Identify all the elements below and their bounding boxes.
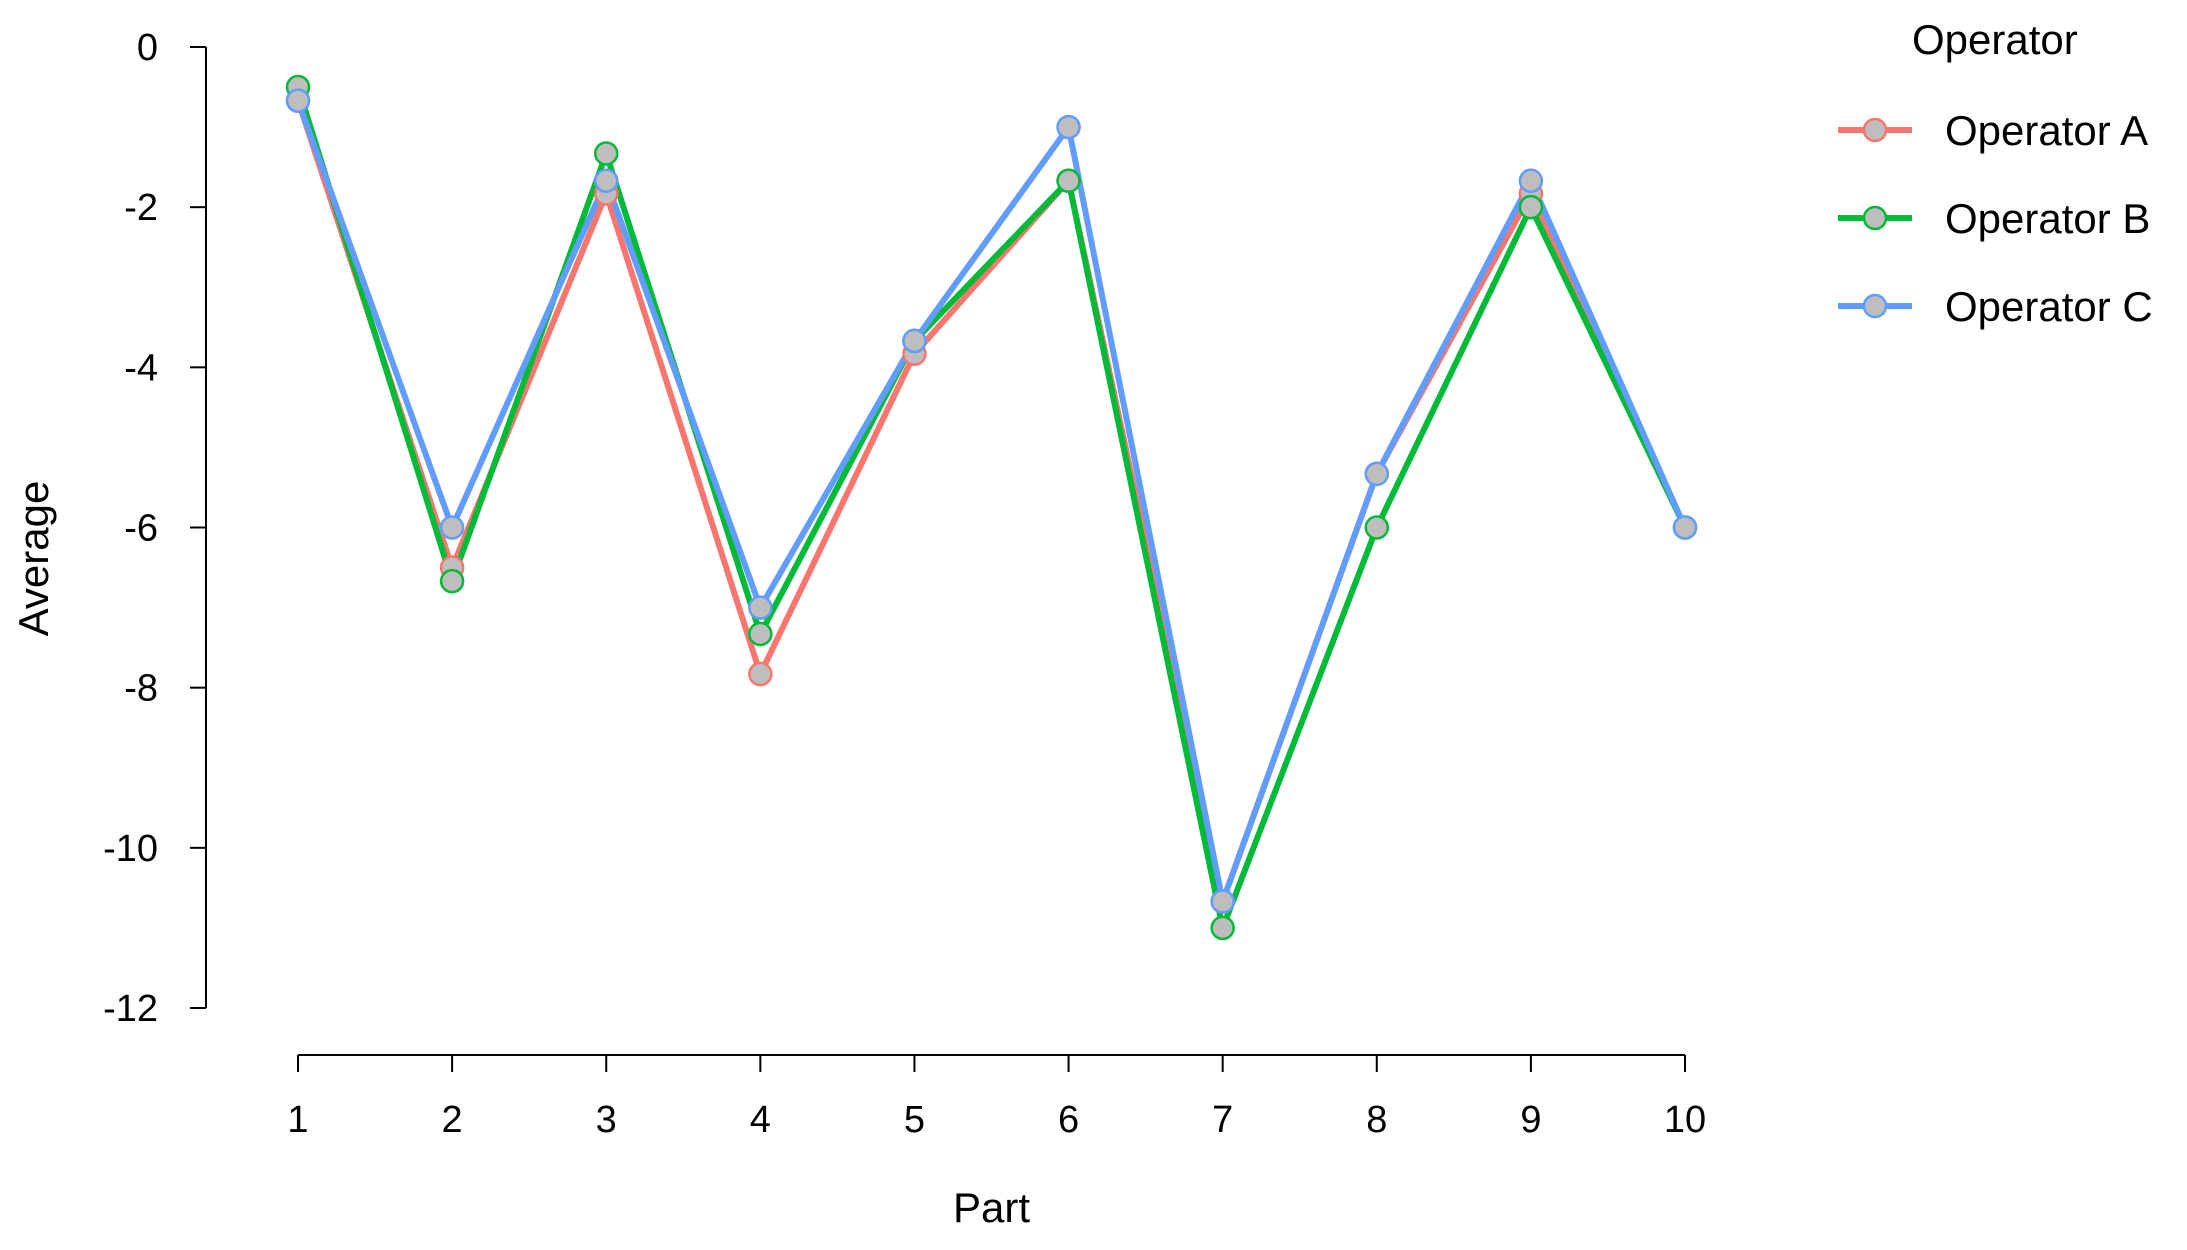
y-tick-label: -2 [124, 187, 158, 229]
x-tick-label: 9 [1520, 1099, 1541, 1141]
legend-item: Operator B [1838, 195, 2150, 242]
legend-label: Operator C [1945, 283, 2153, 330]
series-line [295, 99, 1688, 905]
y-tick-label: -4 [124, 347, 158, 389]
y-axis-title: Average [10, 481, 57, 637]
x-tick-label: 6 [1058, 1099, 1079, 1141]
y-tick-label: -10 [103, 828, 158, 870]
y-tick-label: -8 [124, 668, 158, 710]
series-markers [285, 74, 1698, 941]
data-point [593, 168, 619, 193]
series-markers [285, 88, 1698, 914]
data-point [1518, 194, 1544, 220]
x-tick-label: 8 [1366, 1099, 1387, 1141]
series-markers [285, 88, 1698, 914]
data-point [748, 621, 773, 647]
data-point [1364, 461, 1390, 487]
data-point [1210, 915, 1235, 941]
legend: Operator Operator A Operator B Operator C [1838, 16, 2153, 330]
x-tick-label: 7 [1212, 1099, 1233, 1141]
legend-title: Operator [1912, 16, 2078, 63]
data-point [748, 595, 773, 620]
legend-item: Operator C [1838, 283, 2153, 330]
legend-label: Operator A [1945, 107, 2148, 154]
data-point [902, 328, 927, 354]
x-tick-label: 2 [442, 1099, 463, 1141]
legend-item: Operator A [1838, 107, 2148, 154]
legend-swatch-marker [1862, 117, 1888, 143]
x-tick-label: 10 [1664, 1099, 1706, 1141]
data-point [1210, 889, 1235, 914]
y-tick-label: -12 [103, 988, 158, 1030]
data-point [748, 661, 773, 687]
legend-swatch-marker [1862, 293, 1888, 319]
y-axis: 0 -2 -4 -6 -8 -10 -12 [103, 27, 207, 1030]
data-point [439, 515, 465, 540]
series-operator-c [295, 99, 1688, 905]
series-operator-a [295, 99, 1688, 905]
y-tick-label: -6 [124, 508, 158, 550]
x-tick-label: 1 [287, 1099, 308, 1141]
y-tick-label: 0 [137, 27, 158, 69]
data-point [439, 568, 465, 594]
series-line [295, 86, 1688, 931]
data-point [1672, 515, 1698, 540]
legend-label: Operator B [1945, 195, 2150, 242]
data-point [1518, 168, 1544, 193]
data-point [1364, 515, 1390, 540]
series-layer [285, 74, 1698, 941]
x-tick-label: 3 [596, 1099, 617, 1141]
x-axis-title: Part [953, 1184, 1030, 1231]
data-point [1056, 168, 1081, 193]
data-point [285, 88, 311, 113]
data-point [1056, 114, 1081, 140]
series-line [295, 99, 1688, 905]
legend-swatch-marker [1862, 205, 1888, 231]
x-tick-label: 4 [750, 1099, 771, 1141]
x-axis: 1 2 3 4 5 6 7 8 9 10 [287, 1054, 1706, 1141]
x-tick-label: 5 [904, 1099, 925, 1141]
series-operator-b [295, 86, 1688, 931]
data-point [593, 141, 619, 166]
